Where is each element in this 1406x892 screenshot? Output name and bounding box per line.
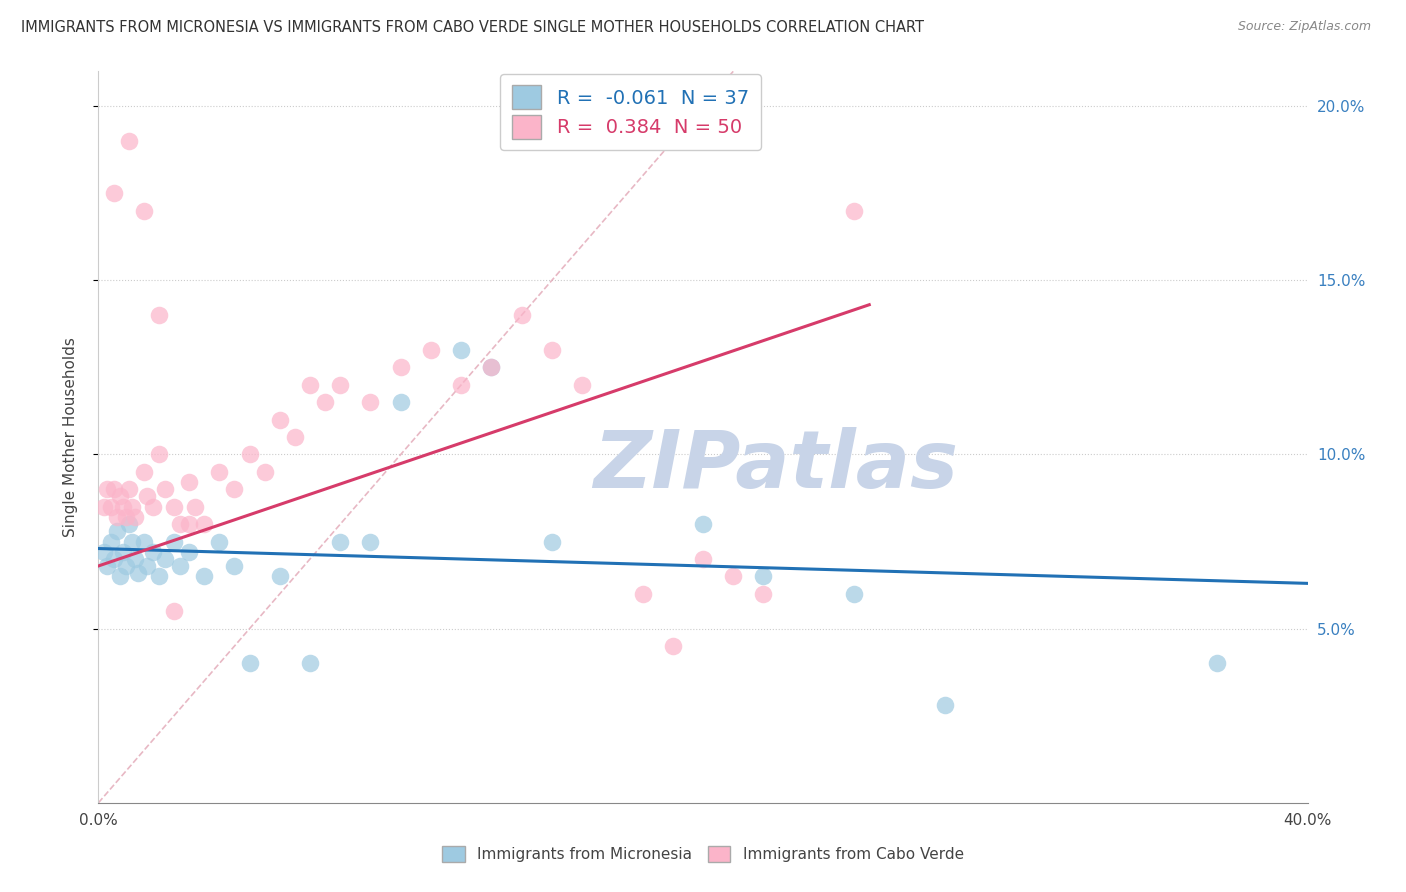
Point: [153, 483, 176, 497]
Point: [450, 377, 472, 392]
Point: [752, 587, 775, 601]
Point: [142, 500, 165, 514]
Point: [208, 465, 231, 479]
Point: [723, 569, 745, 583]
Point: [100, 500, 122, 514]
Point: [389, 360, 412, 375]
Point: [329, 534, 352, 549]
Point: [169, 558, 191, 573]
Point: [135, 489, 157, 503]
Point: [163, 500, 186, 514]
Point: [103, 483, 125, 497]
Point: [132, 465, 155, 479]
Point: [153, 552, 176, 566]
Point: [481, 360, 503, 375]
Point: [179, 545, 201, 559]
Point: [100, 534, 122, 549]
Point: [118, 483, 141, 497]
Point: [148, 569, 170, 583]
Point: [540, 534, 562, 549]
Point: [148, 448, 170, 462]
Point: [571, 377, 593, 392]
Point: [111, 545, 134, 559]
Point: [127, 566, 149, 580]
Point: [108, 489, 131, 503]
Point: [269, 569, 291, 583]
Text: IMMIGRANTS FROM MICRONESIA VS IMMIGRANTS FROM CABO VERDE SINGLE MOTHER HOUSEHOLD: IMMIGRANTS FROM MICRONESIA VS IMMIGRANTS…: [21, 20, 924, 35]
Point: [93, 545, 115, 559]
Point: [135, 558, 157, 573]
Point: [239, 657, 262, 671]
Point: [360, 534, 382, 549]
Point: [103, 186, 125, 201]
Point: [844, 587, 866, 601]
Point: [118, 517, 141, 532]
Point: [163, 604, 186, 618]
Point: [481, 360, 503, 375]
Point: [269, 412, 291, 426]
Point: [142, 545, 165, 559]
Point: [661, 639, 683, 653]
Point: [844, 203, 866, 218]
Point: [450, 343, 472, 357]
Point: [96, 558, 118, 573]
Point: [93, 500, 115, 514]
Text: ZIPatlas: ZIPatlas: [593, 427, 957, 506]
Point: [284, 430, 307, 444]
Point: [121, 500, 143, 514]
Point: [111, 500, 134, 514]
Point: [193, 517, 215, 532]
Text: Source: ZipAtlas.com: Source: ZipAtlas.com: [1237, 20, 1371, 33]
Point: [299, 657, 322, 671]
Point: [121, 534, 143, 549]
Point: [132, 203, 155, 218]
Point: [420, 343, 443, 357]
Point: [124, 552, 146, 566]
Point: [224, 483, 246, 497]
Point: [179, 475, 201, 490]
Point: [114, 510, 136, 524]
Point: [193, 569, 215, 583]
Point: [108, 569, 131, 583]
Point: [299, 377, 322, 392]
Point: [132, 534, 155, 549]
Y-axis label: Single Mother Households: Single Mother Households: [63, 337, 77, 537]
Point: [208, 534, 231, 549]
Point: [184, 500, 207, 514]
Point: [103, 552, 125, 566]
Point: [360, 395, 382, 409]
Point: [163, 534, 186, 549]
Point: [148, 308, 170, 322]
Point: [96, 483, 118, 497]
Point: [752, 569, 775, 583]
Point: [118, 134, 141, 148]
Point: [239, 448, 262, 462]
Point: [510, 308, 533, 322]
Point: [169, 517, 191, 532]
Point: [692, 517, 714, 532]
Point: [105, 524, 128, 538]
Point: [314, 395, 336, 409]
Point: [1206, 657, 1229, 671]
Point: [253, 465, 276, 479]
Point: [124, 510, 146, 524]
Point: [631, 587, 654, 601]
Point: [329, 377, 352, 392]
Point: [224, 558, 246, 573]
Point: [179, 517, 201, 532]
Point: [105, 510, 128, 524]
Point: [692, 552, 714, 566]
Point: [540, 343, 562, 357]
Point: [114, 558, 136, 573]
Legend: Immigrants from Micronesia, Immigrants from Cabo Verde: Immigrants from Micronesia, Immigrants f…: [436, 840, 970, 868]
Point: [934, 698, 956, 713]
Point: [389, 395, 412, 409]
